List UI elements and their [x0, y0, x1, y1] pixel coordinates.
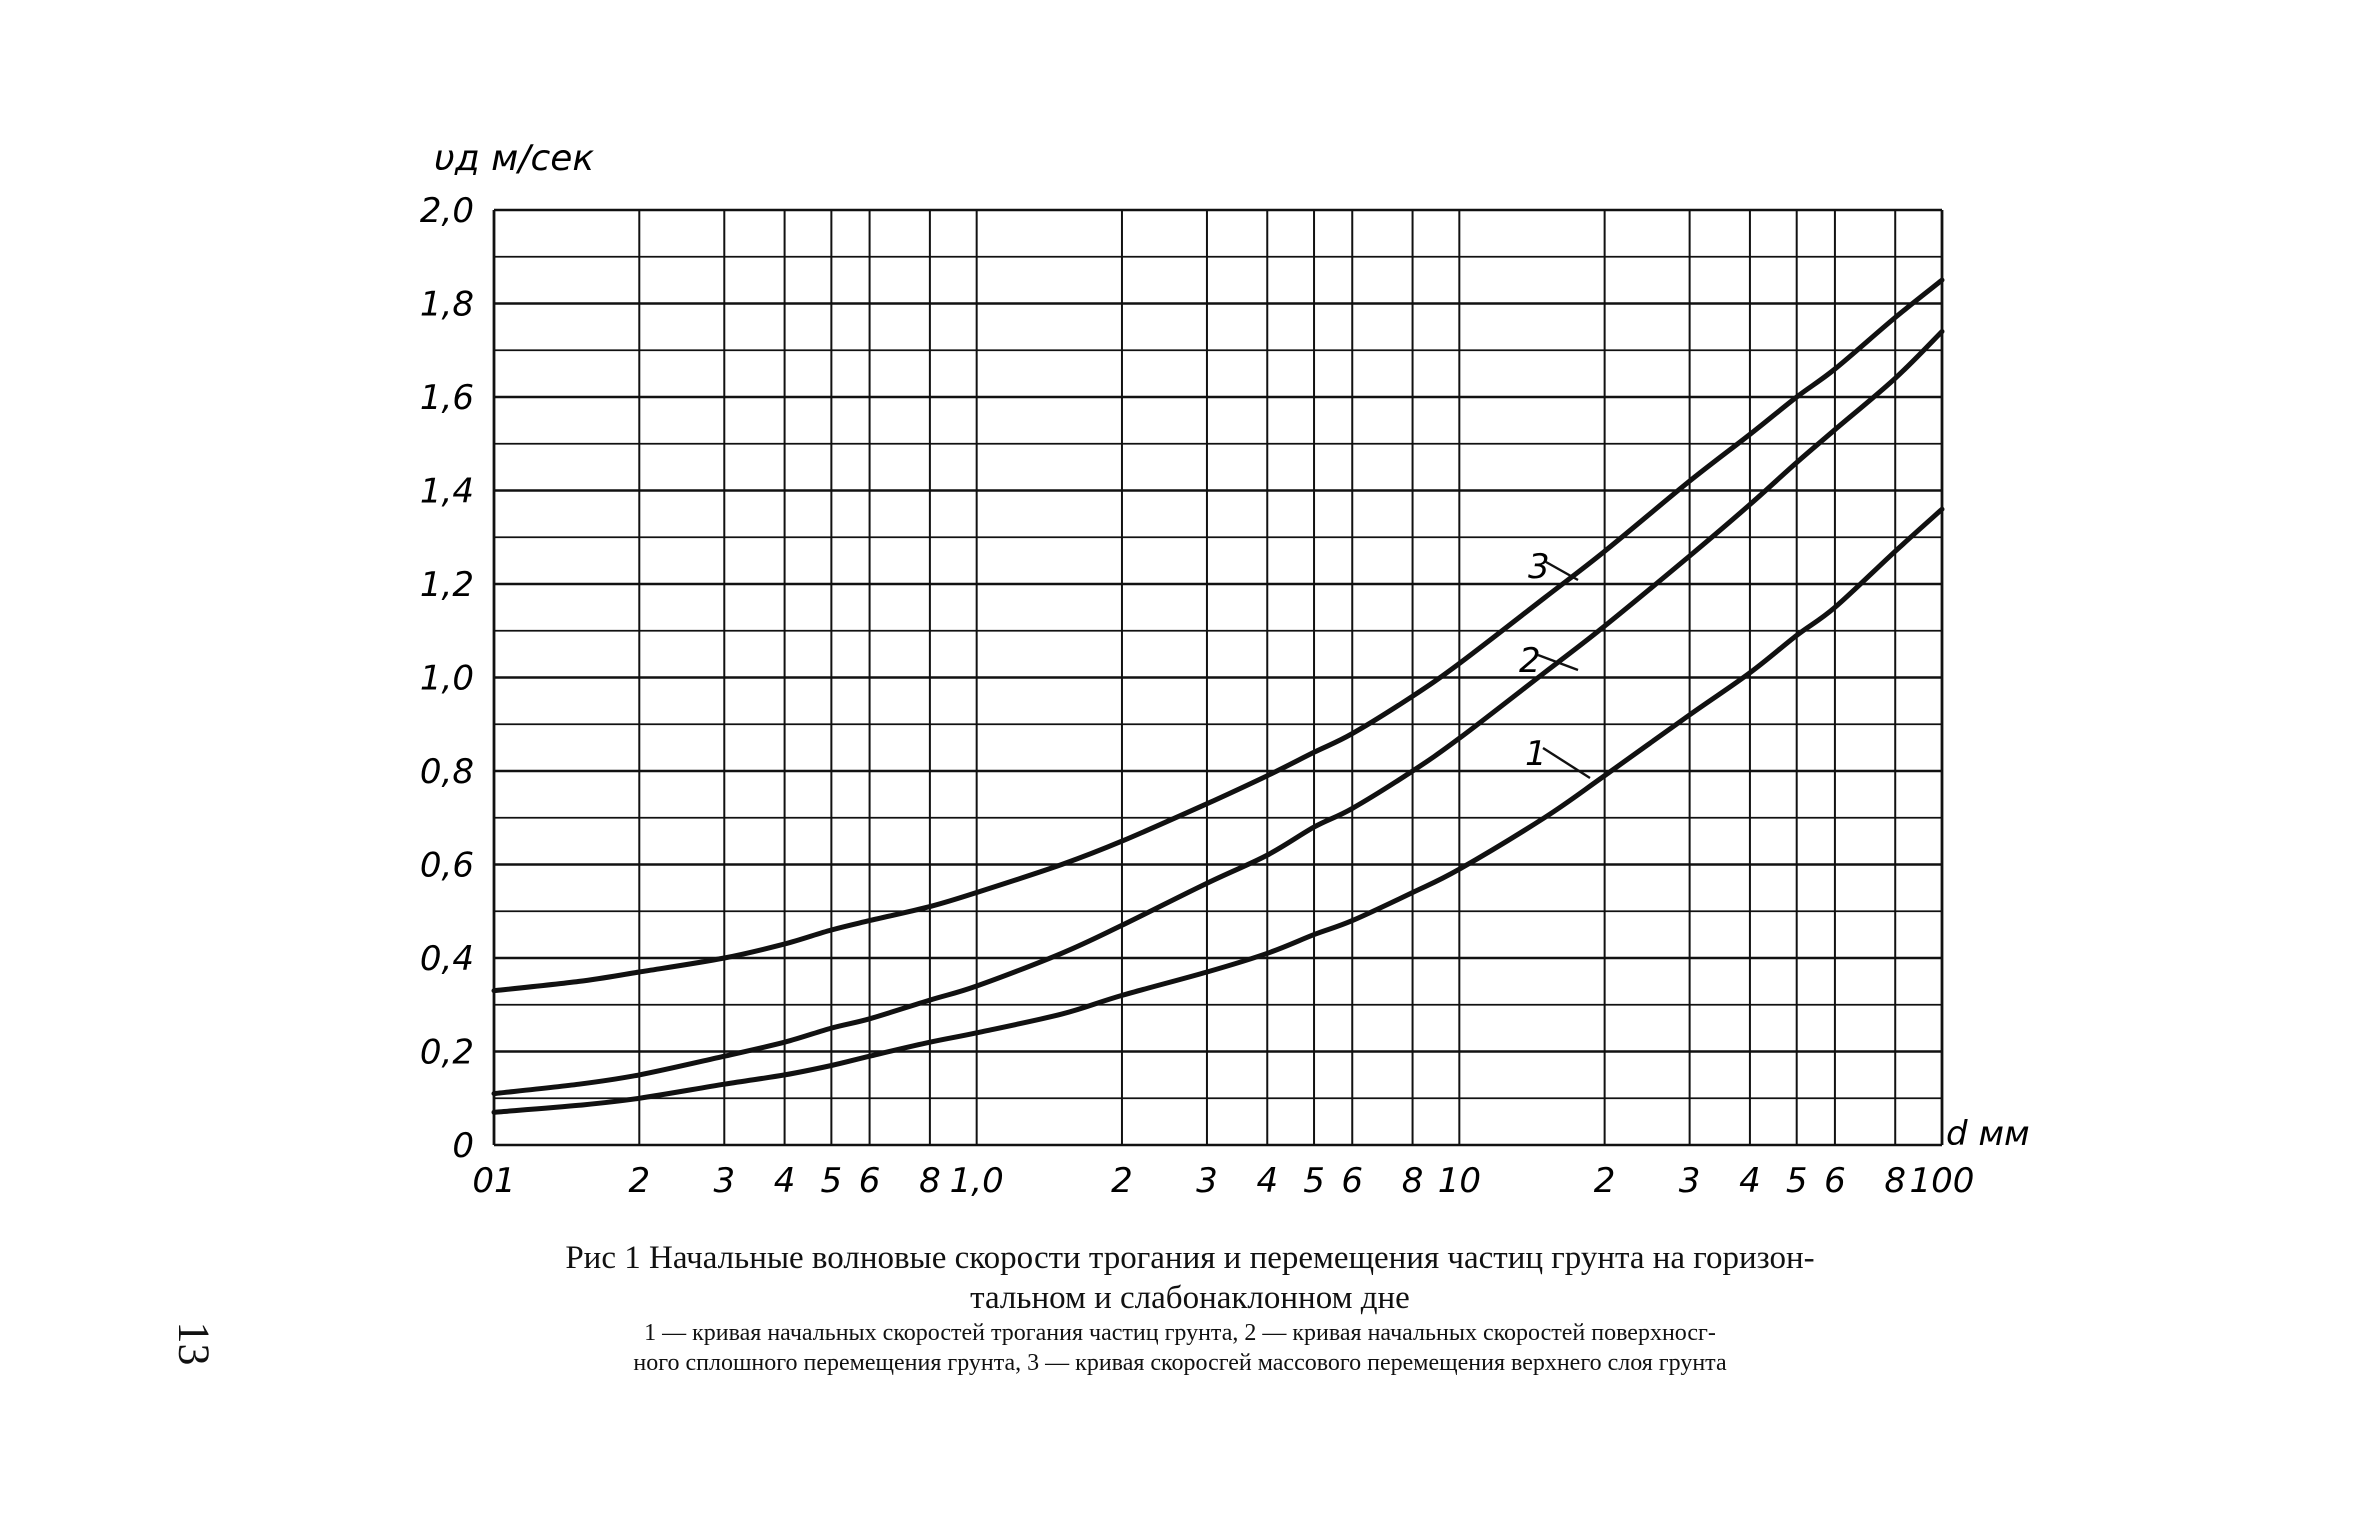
x-tick-label: 1,0	[950, 1161, 1004, 1201]
x-tick-label: 10	[1438, 1161, 1481, 1201]
curve-label-leader	[1545, 560, 1579, 582]
curve-label-2: 2	[1519, 641, 1541, 681]
series-line-3	[491, 277, 1945, 994]
curve-label-3: 3	[1528, 547, 1550, 587]
x-tick-label: 5	[1786, 1161, 1808, 1201]
x-tick-label: 2	[628, 1161, 650, 1201]
curve-label-leader	[1537, 653, 1579, 672]
y-tick-label: 0,2	[420, 1033, 474, 1073]
y-axis-label: υд м/сек	[434, 138, 594, 179]
caption-line-1: Рис 1 Начальные волновые скорости троган…	[565, 1240, 1815, 1276]
y-tick-label: 0,6	[420, 846, 474, 886]
y-tick-label: 0,4	[420, 939, 474, 979]
tick-labels: 00,20,40,60,81,01,21,41,61,82,001 2 3 4 5 6 8 1…	[420, 191, 1975, 1201]
x-tick-label: 4	[774, 1161, 796, 1201]
x-tick-label: 100	[1910, 1161, 1975, 1201]
x-tick-label: 8	[1884, 1161, 1906, 1201]
x-tick-label: 8	[1402, 1161, 1424, 1201]
x-tick-label: 5	[821, 1161, 843, 1201]
x-tick-label: 2	[1594, 1161, 1616, 1201]
figure-caption: Рис 1 Начальные волновые скорости троган…	[340, 1238, 2040, 1318]
x-tick-label: 3	[1196, 1161, 1218, 1201]
page-number: 13	[169, 1321, 219, 1366]
note-line-2: ного сплошного перемещения грунта, 3 — к…	[633, 1350, 1727, 1376]
y-tick-label: 0,8	[420, 752, 474, 792]
figure-legend-note: 1 — кривая начальных скоростей трогания …	[300, 1318, 2060, 1378]
x-tick-label: 3	[1679, 1161, 1701, 1201]
y-tick-label: 2,0	[420, 191, 474, 231]
y-tick-label: 1,6	[420, 378, 474, 418]
y-tick-label: 1,2	[420, 565, 474, 605]
x-tick-label: 8	[919, 1161, 941, 1201]
x-tick-label: 6	[859, 1161, 881, 1201]
y-tick-label: 1,0	[420, 659, 474, 699]
note-line-1: 1 — кривая начальных скоростей трогания …	[644, 1320, 1716, 1346]
x-tick-label: 5	[1303, 1161, 1325, 1201]
curve-label-1: 1	[1525, 734, 1547, 774]
x-tick-label: 4	[1739, 1161, 1761, 1201]
y-tick-label: 1,4	[420, 472, 474, 512]
x-tick-label: 4	[1256, 1161, 1278, 1201]
x-tick-label: 6	[1341, 1161, 1363, 1201]
x-tick-label: 3	[713, 1161, 735, 1201]
series-lines	[491, 277, 1945, 1115]
x-tick-label: 2	[1111, 1161, 1133, 1201]
y-tick-label: 0	[452, 1126, 474, 1166]
series-line-1	[491, 506, 1945, 1115]
x-tick-label: 6	[1824, 1161, 1846, 1201]
y-tick-label: 1,8	[420, 285, 474, 325]
series-line-2	[491, 329, 1945, 1097]
curve-label-leader	[1542, 746, 1591, 780]
x-axis-label: d мм	[1946, 1114, 2030, 1154]
grid	[492, 208, 1944, 1147]
caption-line-2: тальном и слабонаклонном дне	[970, 1280, 1410, 1316]
curve-labels: 3 2 1	[1519, 547, 1591, 780]
x-tick-label: 01	[472, 1161, 515, 1201]
